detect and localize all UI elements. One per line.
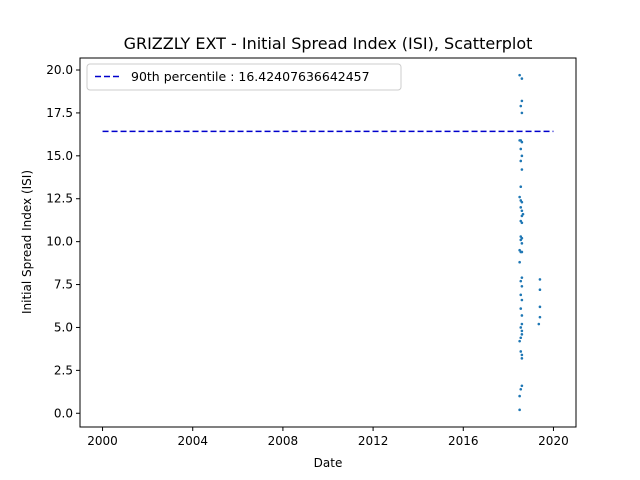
data-point	[520, 322, 524, 326]
data-point	[518, 394, 521, 398]
data-point	[520, 168, 524, 171]
data-point	[519, 336, 523, 340]
y-tick-label: 0.0	[54, 406, 73, 420]
legend: 90th percentile : 16.42407636642457	[86, 63, 402, 91]
y-tick-label: 15.0	[46, 149, 73, 163]
y-tick-label: 7.5	[54, 278, 73, 292]
y-tick-label: 2.5	[54, 363, 73, 377]
x-tick-label: 2004	[177, 434, 208, 448]
data-point	[538, 278, 542, 281]
data-point	[520, 242, 524, 245]
chart-title: GRIZZLY EXT - Initial Spread Index (ISI)…	[124, 34, 533, 53]
x-axis: 2000 2004 2008 2012 2016 2020	[87, 427, 569, 448]
data-point	[520, 99, 524, 103]
data-point	[520, 250, 524, 254]
data-point	[520, 209, 524, 213]
y-axis-label: Initial Spread Index (ISI)	[20, 170, 34, 314]
data-point	[520, 329, 524, 333]
data-point	[520, 333, 524, 336]
x-tick-label: 2008	[268, 434, 299, 448]
data-point	[519, 326, 523, 329]
x-tick-label: 2020	[538, 434, 569, 448]
y-tick-label: 5.0	[54, 320, 73, 334]
data-point	[520, 221, 524, 225]
data-point	[520, 353, 524, 357]
y-axis: 0.0 2.5 5.0 7.5 10.0 12.5 15.0 17.5 20.0	[46, 63, 80, 420]
data-point	[519, 293, 523, 297]
data-point	[519, 104, 523, 108]
y-tick-label: 17.5	[46, 106, 73, 120]
data-point	[519, 238, 523, 242]
data-point	[519, 387, 523, 391]
y-tick-label: 12.5	[46, 192, 73, 206]
plot-frame	[79, 57, 577, 428]
data-point	[520, 140, 524, 144]
data-point	[520, 276, 524, 279]
x-axis-label: Date	[314, 456, 343, 470]
data-point	[518, 260, 521, 264]
data-point	[519, 159, 523, 163]
data-point	[518, 73, 521, 77]
data-point	[520, 284, 524, 288]
data-point	[519, 185, 523, 189]
data-point	[518, 339, 521, 343]
y-tick-label: 10.0	[46, 235, 73, 249]
data-point	[519, 350, 523, 353]
data-point	[520, 298, 524, 302]
legend-entry-label: 90th percentile : 16.42407636642457	[131, 69, 370, 84]
data-point	[538, 305, 542, 309]
data-point	[520, 384, 524, 388]
data-point	[520, 314, 524, 317]
data-point	[519, 206, 523, 209]
legend-box	[86, 63, 402, 91]
data-point	[538, 288, 542, 291]
y-tick-label: 20.0	[46, 63, 73, 77]
x-tick-label: 2016	[448, 434, 479, 448]
x-tick-label: 2012	[358, 434, 389, 448]
data-point	[520, 77, 524, 80]
data-point	[518, 195, 521, 199]
data-point	[537, 322, 541, 326]
data-point	[520, 111, 524, 115]
data-point	[519, 307, 523, 310]
x-tick-label: 2000	[87, 434, 118, 448]
data-point	[520, 357, 524, 360]
data-point	[518, 408, 521, 412]
data-point	[520, 154, 524, 158]
plot-area	[102, 73, 554, 412]
data-point	[520, 200, 524, 204]
data-point	[519, 279, 523, 283]
data-point	[519, 147, 523, 151]
data-point	[520, 214, 524, 218]
data-point	[538, 315, 542, 319]
